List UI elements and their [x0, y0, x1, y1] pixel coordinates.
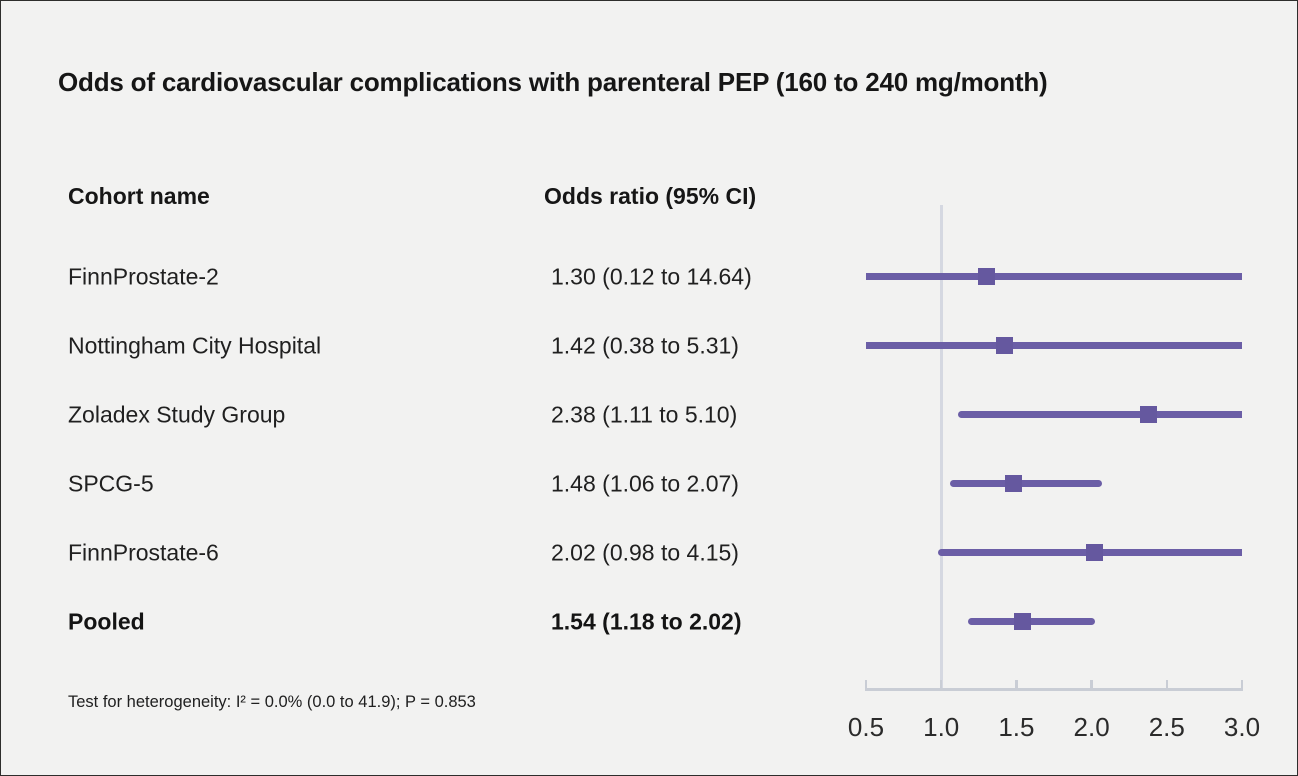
row-odds-ratio-text: 1.30 (0.12 to 14.64): [551, 263, 752, 289]
x-axis-tick-mark: [1090, 680, 1093, 691]
confidence-interval-line: [866, 342, 1242, 349]
figure-title: Odds of cardiovascular complications wit…: [58, 67, 1048, 97]
row-label: Pooled: [68, 608, 145, 634]
odds-ratio-marker: [995, 337, 1013, 354]
row-odds-ratio-text: 1.54 (1.18 to 2.02): [551, 608, 742, 634]
row-label: FinnProstate-2: [68, 263, 219, 289]
reference-line: [939, 205, 943, 690]
x-axis-tick-label: 1.5: [998, 712, 1035, 742]
x-axis-tick-mark: [939, 680, 943, 691]
x-axis-tick-label: 3.0: [1223, 712, 1261, 742]
x-axis-tick-label: 1.0: [923, 712, 960, 742]
x-axis-tick-label: 2.5: [1148, 712, 1185, 742]
row-odds-ratio-text: 2.02 (0.98 to 4.15): [551, 539, 739, 565]
confidence-interval-line: [950, 480, 1103, 487]
row-odds-ratio-text: 1.48 (1.06 to 2.07): [551, 470, 739, 496]
column-header-odds-ratio: Odds ratio (95% CI): [544, 183, 757, 209]
row-odds-ratio-text: 2.38 (1.11 to 5.10): [551, 401, 738, 427]
row-odds-ratio-text: 1.42 (0.38 to 5.31): [551, 332, 739, 358]
odds-ratio-marker: [1140, 406, 1158, 423]
x-axis-tick-mark: [1240, 680, 1244, 691]
row-label: Zoladex Study Group: [68, 401, 286, 427]
confidence-interval-line: [957, 411, 1242, 418]
x-axis-tick-label: 2.0: [1073, 712, 1110, 742]
x-axis-tick-label: 0.5: [847, 712, 885, 742]
confidence-interval-line: [866, 273, 1242, 280]
heterogeneity-note: Test for heterogeneity: I² = 0.0% (0.0 t…: [68, 693, 476, 711]
odds-ratio-marker: [1086, 544, 1104, 561]
x-axis-tick-mark: [1015, 680, 1018, 691]
column-header-cohort-name: Cohort name: [68, 183, 210, 209]
row-label: SPCG-5: [68, 470, 154, 496]
confidence-interval-line: [968, 618, 1095, 625]
odds-ratio-marker: [1013, 613, 1031, 630]
x-axis-tick-mark: [864, 680, 868, 691]
x-axis-line: [865, 688, 1243, 691]
x-axis-tick-mark: [1165, 680, 1169, 691]
row-label: Nottingham City Hospital: [68, 332, 322, 358]
odds-ratio-marker: [977, 268, 995, 285]
odds-ratio-marker: [1004, 475, 1022, 492]
row-label: FinnProstate-6: [68, 539, 219, 565]
